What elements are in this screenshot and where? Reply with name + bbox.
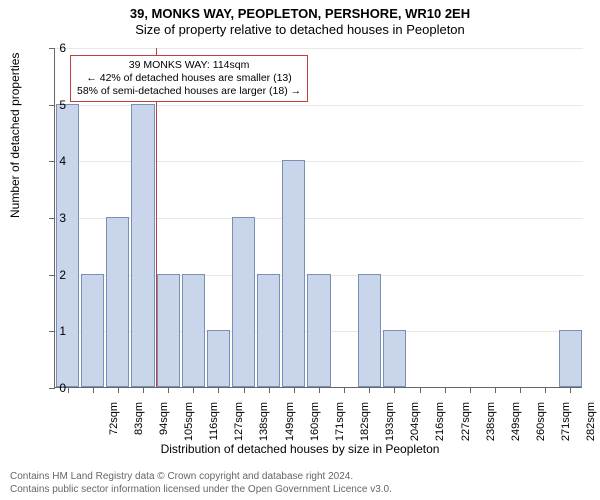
annotation-box: 39 MONKS WAY: 114sqm← 42% of detached ho…	[70, 55, 308, 102]
x-tick	[445, 387, 446, 393]
footer-line-1: Contains HM Land Registry data © Crown c…	[10, 471, 392, 484]
x-tick	[143, 387, 144, 393]
x-tick	[369, 387, 370, 393]
footer-line-2: Contains public sector information licen…	[10, 484, 392, 497]
annotation-line: 58% of semi-detached houses are larger (…	[77, 85, 301, 98]
bar	[282, 160, 305, 387]
y-tick-label: 6	[36, 41, 66, 55]
x-tick-label: 127sqm	[233, 402, 245, 452]
bar	[559, 330, 582, 387]
x-tick-label: 227sqm	[460, 402, 472, 452]
x-tick	[193, 387, 194, 393]
annotation-line: ← 42% of detached houses are smaller (13…	[77, 72, 301, 85]
y-tick-label: 5	[36, 98, 66, 112]
y-axis-label: Number of detached properties	[8, 53, 22, 218]
x-tick-label: 105sqm	[183, 402, 195, 452]
x-tick	[319, 387, 320, 393]
x-tick	[394, 387, 395, 393]
x-tick	[420, 387, 421, 393]
x-tick-label: 160sqm	[309, 402, 321, 452]
x-tick	[93, 387, 94, 393]
bar	[157, 274, 180, 387]
page-title: 39, MONKS WAY, PEOPLETON, PERSHORE, WR10…	[0, 0, 600, 21]
x-tick-label: 72sqm	[108, 402, 120, 452]
y-tick-label: 4	[36, 154, 66, 168]
bar	[106, 217, 129, 387]
x-tick	[545, 387, 546, 393]
x-tick-label: 216sqm	[434, 402, 446, 452]
x-tick-label: 204sqm	[409, 402, 421, 452]
x-tick-label: 116sqm	[208, 402, 220, 452]
bar	[358, 274, 381, 387]
x-tick-label: 182sqm	[359, 402, 371, 452]
bar	[257, 274, 280, 387]
bar	[383, 330, 406, 387]
bar	[207, 330, 230, 387]
x-tick-label: 193sqm	[384, 402, 396, 452]
annotation-line: 39 MONKS WAY: 114sqm	[77, 59, 301, 72]
x-tick	[168, 387, 169, 393]
x-tick-label: 83sqm	[133, 402, 145, 452]
bar	[81, 274, 104, 387]
gridline	[55, 48, 583, 49]
x-tick-label: 238sqm	[485, 402, 497, 452]
x-tick	[269, 387, 270, 393]
x-tick	[570, 387, 571, 393]
x-tick	[68, 387, 69, 393]
x-tick	[470, 387, 471, 393]
x-tick	[218, 387, 219, 393]
bar	[182, 274, 205, 387]
y-tick-label: 2	[36, 268, 66, 282]
x-tick	[495, 387, 496, 393]
x-tick-label: 171sqm	[334, 402, 346, 452]
x-tick	[344, 387, 345, 393]
x-tick-label: 260sqm	[535, 402, 547, 452]
chart-container: 39, MONKS WAY, PEOPLETON, PERSHORE, WR10…	[0, 0, 600, 500]
x-tick	[294, 387, 295, 393]
footer-attribution: Contains HM Land Registry data © Crown c…	[10, 471, 392, 496]
y-tick-label: 1	[36, 324, 66, 338]
x-tick-label: 249sqm	[510, 402, 522, 452]
bar	[307, 274, 330, 387]
x-tick	[118, 387, 119, 393]
bar	[232, 217, 255, 387]
x-tick-label: 94sqm	[158, 402, 170, 452]
x-tick	[520, 387, 521, 393]
bar	[56, 104, 79, 387]
x-tick-label: 282sqm	[585, 402, 597, 452]
page-subtitle: Size of property relative to detached ho…	[0, 21, 600, 37]
bar	[131, 104, 154, 387]
x-tick-label: 271sqm	[560, 402, 572, 452]
x-tick-label: 149sqm	[284, 402, 296, 452]
x-tick	[244, 387, 245, 393]
y-tick-label: 3	[36, 211, 66, 225]
x-tick-label: 138sqm	[258, 402, 270, 452]
y-tick-label: 0	[36, 381, 66, 395]
